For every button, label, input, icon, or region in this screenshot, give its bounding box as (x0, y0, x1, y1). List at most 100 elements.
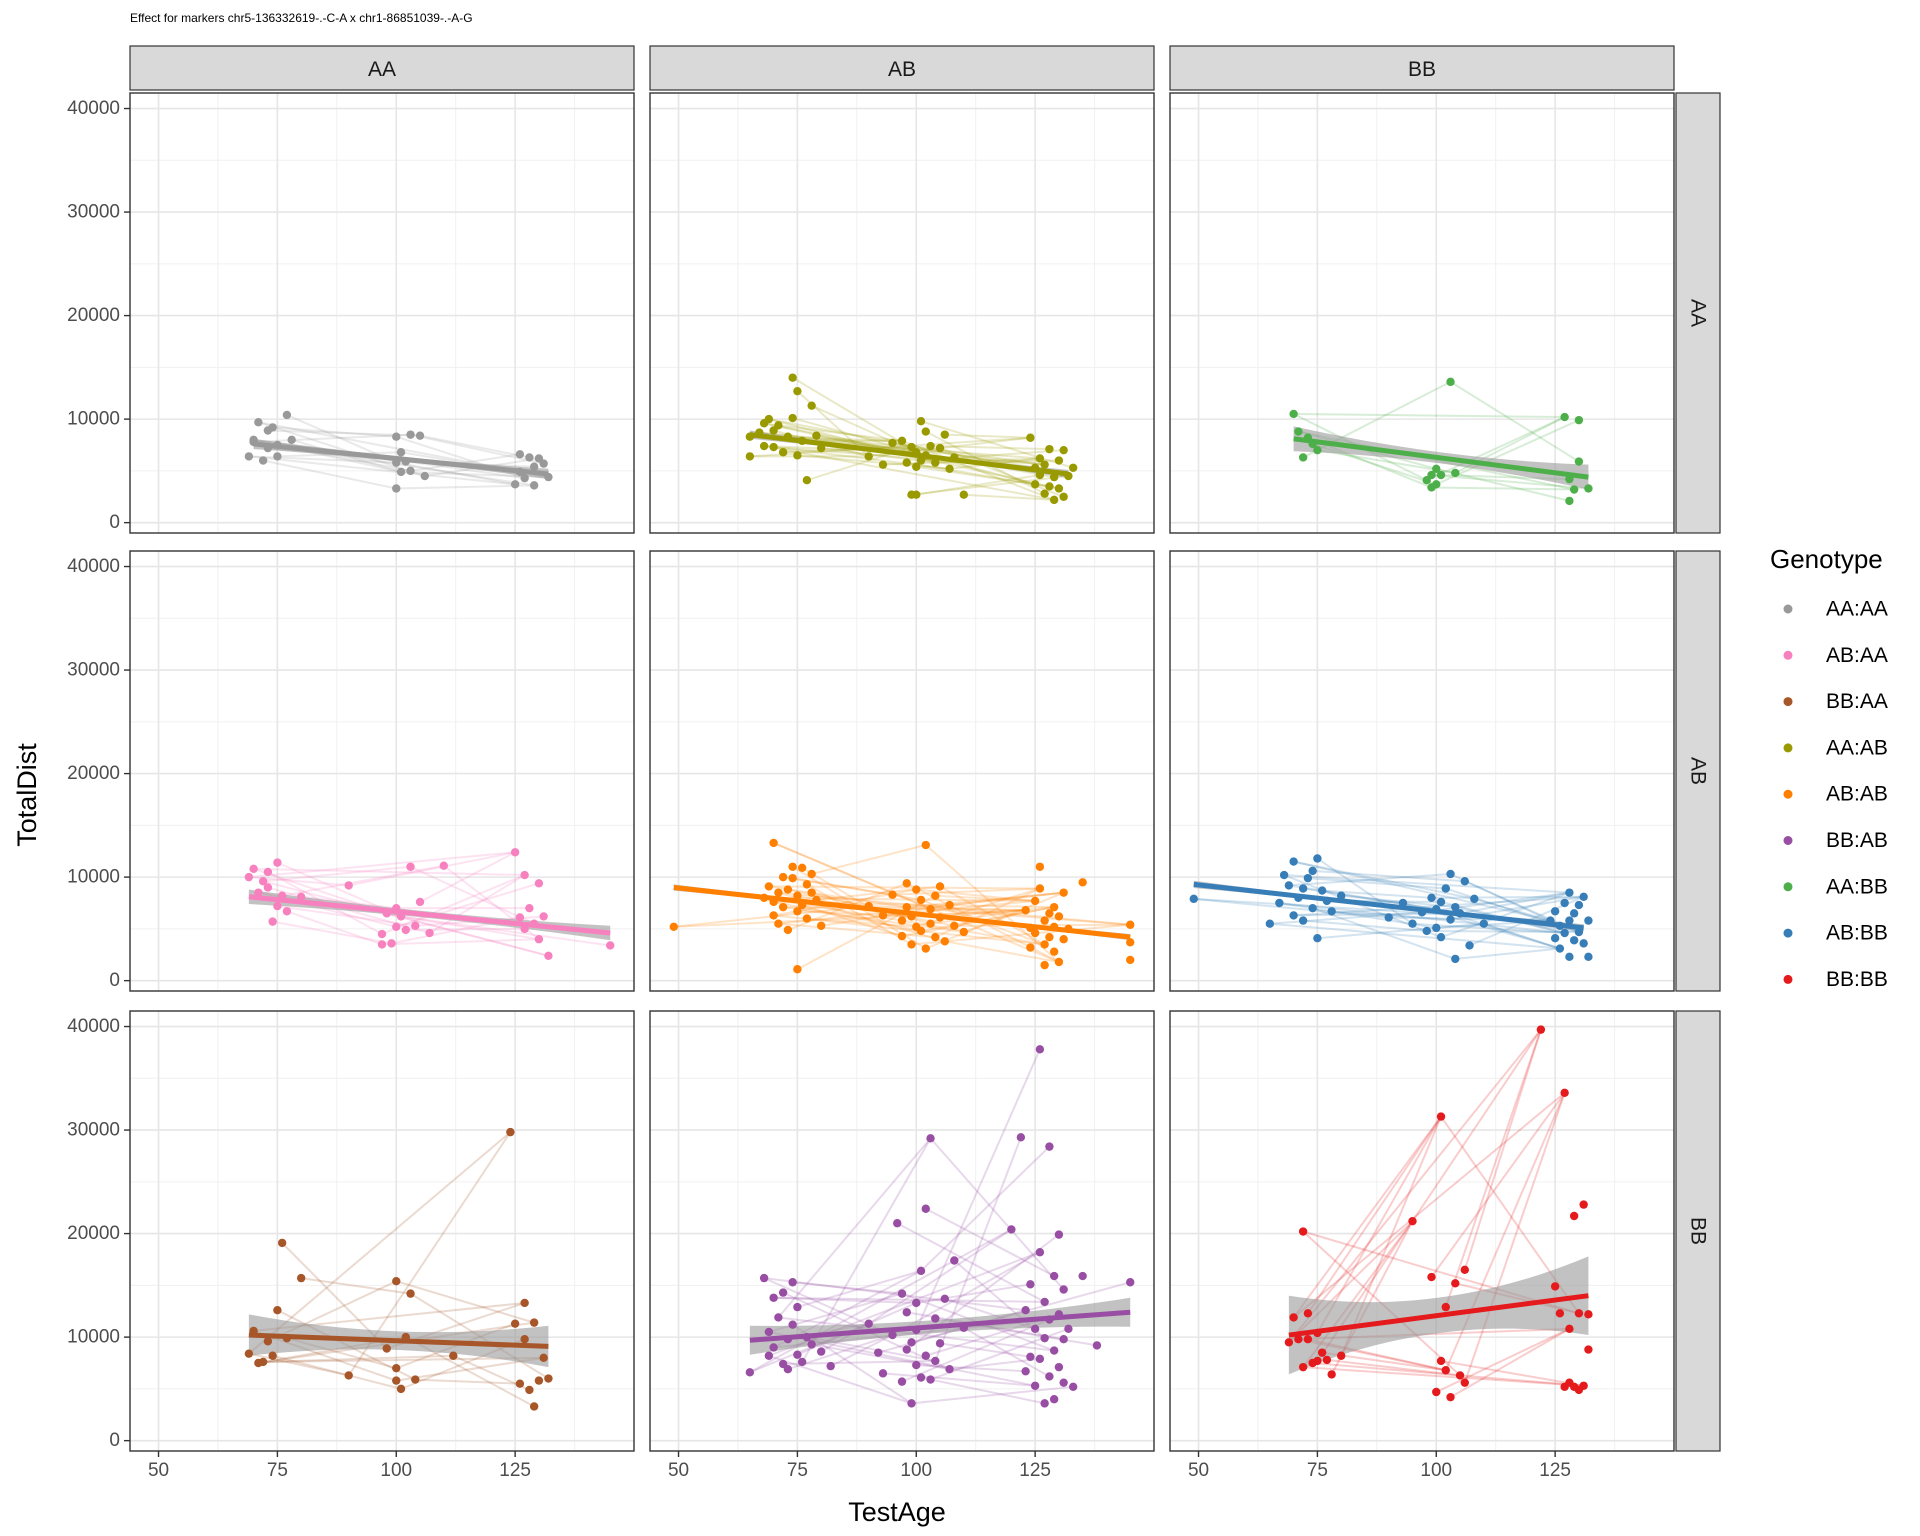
data-point (769, 897, 778, 907)
subject-trajectory-line (892, 1251, 1041, 1336)
data-point (1059, 935, 1068, 944)
data-point (797, 900, 807, 910)
data-point (921, 944, 930, 953)
data-point (945, 464, 954, 474)
data-point (1279, 870, 1289, 880)
data-point (788, 862, 797, 871)
data-point (816, 443, 826, 453)
data-point (669, 922, 678, 932)
data-point (778, 902, 788, 912)
x-tick-label: 100 (380, 1460, 412, 1481)
data-point (282, 907, 292, 916)
subject-trajectory-line (778, 424, 903, 442)
panel-background (130, 551, 634, 991)
data-point (902, 1308, 911, 1317)
subject-trajectory-line (773, 446, 950, 470)
data-point (1049, 1395, 1059, 1404)
data-point (812, 895, 821, 905)
data-point (1584, 1310, 1593, 1319)
data-point (1303, 1334, 1313, 1344)
data-point (1054, 456, 1064, 465)
data-point (1436, 897, 1446, 907)
y-tick-label: 30000 (67, 660, 120, 681)
data-point (1068, 463, 1078, 472)
data-point (940, 430, 949, 439)
data-point (1436, 470, 1446, 480)
data-point (793, 1350, 802, 1359)
legend-label: AB:BB (1826, 922, 1888, 945)
subject-trajectory-line (1444, 1029, 1542, 1308)
data-point (1059, 445, 1068, 455)
subject-trajectory-line (773, 1296, 1045, 1303)
data-point (788, 413, 797, 423)
subject-trajectory-line (381, 874, 526, 935)
subject-trajectory-line (395, 1280, 535, 1324)
data-point (1059, 1334, 1068, 1344)
data-point (897, 1289, 907, 1298)
data-point (263, 867, 273, 877)
subject-trajectory-line (410, 453, 521, 472)
y-tick-label: 10000 (67, 867, 120, 888)
data-point (1584, 916, 1593, 925)
data-point (1040, 940, 1049, 949)
data-point (1322, 896, 1332, 906)
data-point (797, 863, 807, 872)
data-point (755, 428, 764, 437)
data-point (392, 903, 401, 913)
panel-border (649, 1010, 1155, 1452)
y-tick-label: 0 (109, 970, 120, 991)
data-point (1045, 1315, 1054, 1324)
data-point (1569, 936, 1579, 945)
data-point (1427, 893, 1436, 903)
data-point (449, 1351, 458, 1360)
data-point (1317, 886, 1327, 895)
data-point (1059, 888, 1068, 897)
data-point (793, 1302, 802, 1312)
subject-trajectory-line (1440, 1359, 1584, 1387)
x-tick-label: 100 (1420, 1460, 1452, 1481)
subject-trajectory-line (301, 895, 397, 910)
legend-swatch (1783, 789, 1793, 799)
subject-trajectory-line (763, 422, 926, 457)
data-point (1565, 888, 1574, 897)
x-tick-label: 125 (1539, 1460, 1571, 1481)
data-point (769, 442, 778, 452)
data-point (783, 925, 793, 935)
subject-trajectory-line (764, 896, 1036, 902)
data-point (1294, 1334, 1303, 1344)
data-point (1035, 454, 1045, 463)
data-point (1446, 377, 1455, 387)
data-point (778, 1288, 788, 1297)
subject-trajectory-line (796, 894, 936, 971)
data-point (1049, 922, 1059, 932)
subject-trajectory-line (1303, 1366, 1584, 1387)
data-point (273, 452, 282, 461)
data-point (1040, 1399, 1049, 1408)
data-point (1446, 915, 1455, 924)
data-point (1574, 457, 1584, 466)
subject-trajectory-line (892, 441, 1045, 466)
data-point (1451, 954, 1460, 964)
data-point (1054, 1230, 1064, 1239)
subject-trajectory-line (1312, 1362, 1461, 1377)
row-strip (1675, 92, 1721, 534)
data-point (1059, 1378, 1068, 1387)
data-point (1054, 957, 1064, 967)
subject-trajectory-line (911, 1281, 1131, 1344)
data-point (1298, 1362, 1308, 1372)
data-point (935, 443, 945, 453)
data-point (1317, 1348, 1327, 1357)
data-point (878, 1369, 888, 1378)
data-point (1059, 1285, 1068, 1294)
subject-trajectory-line (797, 1269, 922, 1309)
data-point (778, 872, 788, 882)
subject-trajectory-line (419, 434, 530, 459)
y-tick-label: 10000 (67, 1327, 120, 1348)
y-tick-label: 20000 (67, 1223, 120, 1244)
data-point (921, 427, 930, 436)
panel-background (130, 93, 634, 533)
data-point (1408, 1216, 1417, 1226)
subject-trajectory-line (768, 1354, 912, 1405)
data-point (510, 848, 520, 857)
subject-trajectory-line (777, 1137, 932, 1319)
